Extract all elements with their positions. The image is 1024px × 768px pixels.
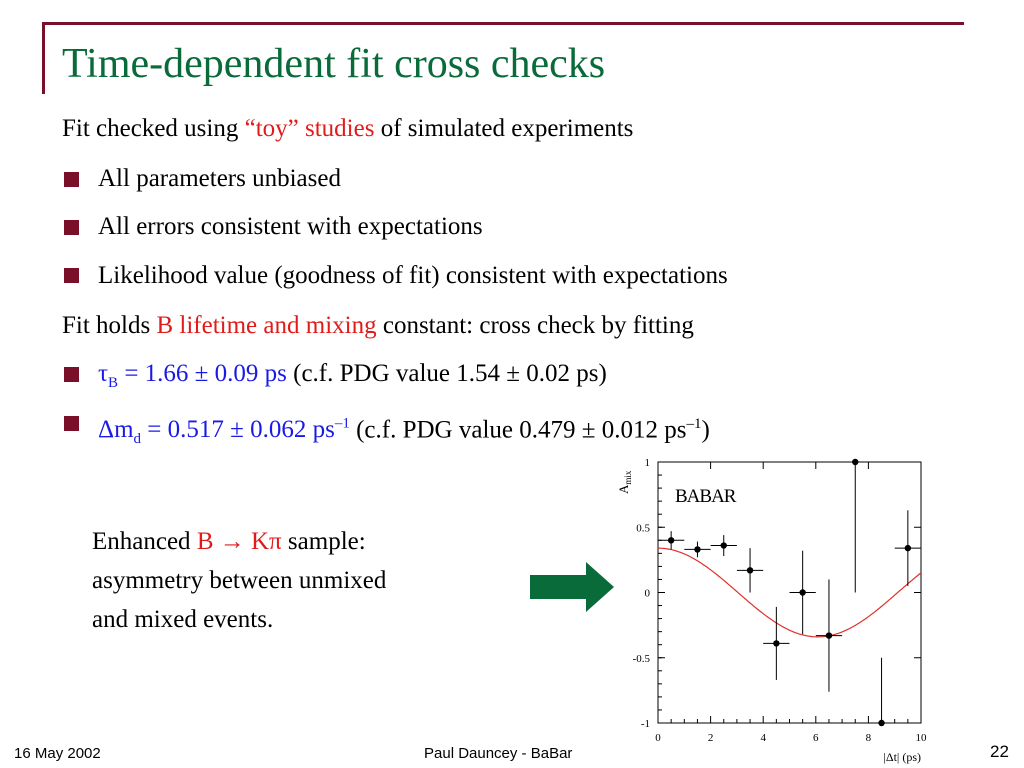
- tau-measurement: = 1.66 ± 0.09 ps: [118, 360, 287, 387]
- bullet-square-icon: [64, 172, 79, 187]
- y-tick-label: 0: [645, 588, 651, 600]
- data-point: [667, 537, 675, 544]
- tau-subscript: B: [108, 375, 119, 391]
- data-point: [746, 567, 754, 574]
- dm-pdg-close: ): [701, 416, 710, 444]
- caption-post: sample:: [281, 528, 366, 555]
- tau-value: τB = 1.66 ± 0.09 ps: [98, 360, 287, 391]
- bullet-item-2: All errors consistent with expectations: [98, 213, 483, 240]
- caption-line-2: asymmetry between unmixed: [92, 567, 387, 594]
- title-frame-vertical: [42, 22, 45, 94]
- x-tick-label: 2: [708, 732, 714, 744]
- intro-line-1: Fit checked using “toy” studies of simul…: [62, 114, 633, 144]
- bullet-square-icon: [64, 367, 79, 382]
- data-point: [904, 544, 912, 552]
- dm-pdg-note: (c.f. PDG value 0.479 ± 0.012 ps: [349, 416, 687, 444]
- y-axis-label: Amix: [616, 470, 633, 494]
- x-axis-label: |Δt| (ps): [883, 750, 921, 764]
- y-tick-label: 1: [645, 457, 651, 469]
- dm-pdg-exponent: –1: [686, 416, 702, 432]
- x-tick-label: 6: [813, 732, 819, 744]
- intro-line-2: Fit holds B lifetime and mixing constant…: [62, 311, 694, 341]
- intro1-pre: Fit checked using: [62, 115, 245, 142]
- data-point: [773, 640, 780, 647]
- dm-symbol: Δm: [98, 416, 134, 444]
- intro1-highlight: “toy” studies: [244, 115, 375, 142]
- title-frame-horizontal: [42, 22, 964, 25]
- footer-author: Paul Dauncey - BaBar: [424, 745, 573, 762]
- footer-date: 16 May 2002: [14, 745, 101, 762]
- tau-line: τB = 1.66 ± 0.09 ps (c.f. PDG value 1.54…: [98, 359, 607, 398]
- arrow-right-icon: [530, 562, 614, 612]
- y-tick-label: -0.5: [633, 653, 651, 665]
- x-tick-label: 0: [655, 732, 661, 744]
- asymmetry-plot: 0 2 4 6 8 10 -1 -0.5 0 0.5 1 Amix |Δt| (ps) BABAR: [616, 457, 928, 764]
- caption-line-1: Enhanced B → Kπ sample:: [92, 522, 386, 561]
- data-point: [799, 589, 806, 596]
- x-tick-label: 4: [760, 732, 766, 744]
- x-tick-label: 10: [916, 732, 928, 744]
- dm-subscript: d: [133, 431, 142, 448]
- bullet-square-icon: [64, 220, 79, 235]
- dm-unit-exponent: –1: [334, 416, 350, 432]
- data-point: [825, 632, 833, 639]
- caption-pre: Enhanced: [92, 528, 197, 555]
- tau-symbol: τ: [98, 360, 109, 387]
- y-tick-label: -1: [641, 718, 650, 730]
- intro2-pre: Fit holds: [62, 312, 157, 339]
- caption-highlight: B → Kπ: [196, 528, 282, 555]
- slide-title: Time-dependent fit cross checks: [62, 41, 606, 87]
- bullet-square-icon: [64, 268, 79, 283]
- babar-logo: BABAR: [675, 486, 737, 507]
- y-tick-label: 0.5: [636, 522, 650, 534]
- intro2-highlight: B lifetime and mixing: [156, 312, 377, 339]
- tau-pdg-note: (c.f. PDG value 1.54 ± 0.02 ps): [286, 360, 607, 387]
- dm-value: Δmd = 0.517 ± 0.062 ps–1: [98, 416, 350, 447]
- bullet-item-1: All parameters unbiased: [98, 165, 341, 192]
- bullet-square-icon: [64, 416, 79, 431]
- x-tick-label: 8: [866, 732, 872, 744]
- intro2-post: constant: cross check by fitting: [376, 312, 694, 339]
- data-point: [852, 458, 859, 466]
- page-number: 22: [990, 742, 1009, 761]
- bullet-item-3: Likelihood value (goodness of fit) consi…: [98, 262, 728, 289]
- fit-curve: [658, 547, 922, 638]
- data-point: [720, 542, 727, 549]
- plot-caption: Enhanced B → Kπ sample: asymmetry betwee…: [92, 522, 386, 639]
- data-point: [694, 546, 701, 553]
- intro1-post: of simulated experiments: [374, 115, 634, 142]
- caption-line-3: and mixed events.: [92, 606, 274, 633]
- dm-measurement: = 0.517 ± 0.062 ps: [141, 416, 335, 444]
- dm-line: Δmd = 0.517 ± 0.062 ps–1 (c.f. PDG value…: [98, 409, 710, 454]
- data-point: [878, 719, 885, 727]
